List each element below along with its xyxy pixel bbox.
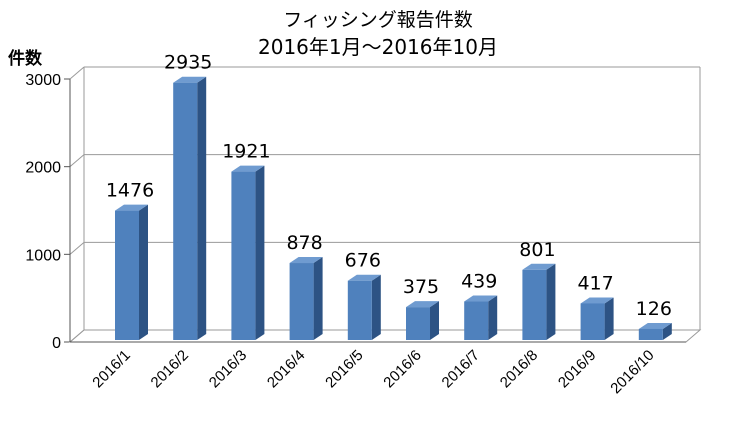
- bar-side: [255, 165, 265, 340]
- bar-top: [464, 295, 498, 302]
- bar-side: [371, 274, 381, 340]
- bar-front: [289, 263, 314, 340]
- bar-top: [522, 263, 556, 270]
- bar-side: [546, 263, 556, 340]
- bar: [464, 295, 498, 340]
- data-label: 801: [519, 239, 555, 261]
- data-label: 878: [286, 232, 322, 254]
- data-label: 2935: [164, 52, 212, 74]
- data-label: 676: [345, 250, 381, 272]
- bar-side: [488, 295, 498, 340]
- gridline-depth: [69, 241, 85, 255]
- y-tick-label: 3000: [25, 72, 61, 89]
- bar: [289, 257, 323, 340]
- bar: [406, 301, 439, 340]
- y-tick-label: 1000: [25, 247, 61, 264]
- bar-top: [173, 76, 207, 83]
- bar: [522, 263, 556, 340]
- x-tick-label: 2016/10: [607, 347, 657, 397]
- bar-front: [580, 303, 605, 340]
- bar-top: [289, 257, 323, 264]
- x-tick-label: 2016/2: [148, 347, 192, 391]
- bar: [347, 274, 381, 340]
- bar-front: [115, 210, 139, 340]
- bar-top: [638, 322, 672, 329]
- bar-top: [231, 165, 265, 172]
- data-label: 1476: [106, 180, 154, 202]
- bar-side: [197, 76, 207, 340]
- y-tick-label: 2000: [25, 160, 61, 177]
- bar-front: [464, 301, 489, 340]
- y-tick-labels: 0 1000 2000 3000: [25, 72, 61, 352]
- data-label: 439: [461, 271, 497, 293]
- data-label: 126: [636, 298, 672, 320]
- bar-front: [173, 82, 198, 340]
- bar-front: [638, 328, 663, 340]
- bar-front: [347, 280, 372, 340]
- bar-side: [430, 301, 439, 340]
- x-tick-label: 2016/3: [206, 347, 250, 391]
- bar: [580, 297, 614, 340]
- chart-subtitle: 2016年1月～2016年10月: [258, 35, 498, 59]
- x-tick-label: 2016/5: [322, 347, 366, 391]
- bar: [231, 165, 265, 340]
- x-tick-labels: 2016/1 2016/2 2016/3 2016/4 2016/5 2016/6 2016…: [89, 347, 657, 397]
- bar-side: [139, 204, 148, 340]
- chart-title: フィッシング報告件数: [283, 9, 473, 31]
- bar-front: [231, 171, 256, 340]
- x-tick-label: 2016/6: [380, 347, 424, 391]
- bar: [115, 204, 148, 340]
- bar: [173, 76, 207, 340]
- bar: [638, 322, 672, 340]
- bar-top: [115, 204, 148, 211]
- gridline-depth: [69, 154, 85, 168]
- data-label: 375: [403, 276, 439, 298]
- y-tick-label: 0: [52, 335, 61, 352]
- x-tick-label: 2016/8: [497, 347, 541, 391]
- bar-top: [347, 274, 381, 281]
- bar-side: [313, 257, 323, 340]
- gridline-depth: [69, 66, 85, 80]
- data-label: 417: [577, 272, 613, 294]
- x-tick-label: 2016/9: [555, 347, 599, 391]
- bar-side: [604, 297, 614, 340]
- data-label: 1921: [222, 141, 270, 163]
- y-axis-label: 件数: [8, 48, 43, 69]
- bar-front: [406, 307, 430, 340]
- x-tick-label: 2016/7: [439, 347, 483, 391]
- bar-top: [406, 301, 439, 308]
- data-labels: 1476 2935 1921 878 676 375 439 801 417 126: [106, 52, 672, 320]
- x-tick-label: 2016/4: [264, 347, 308, 391]
- bar-front: [522, 269, 547, 340]
- x-tick-label: 2016/1: [89, 347, 133, 391]
- bar-side: [662, 322, 672, 340]
- bars: [115, 76, 672, 340]
- bar-top: [580, 297, 614, 304]
